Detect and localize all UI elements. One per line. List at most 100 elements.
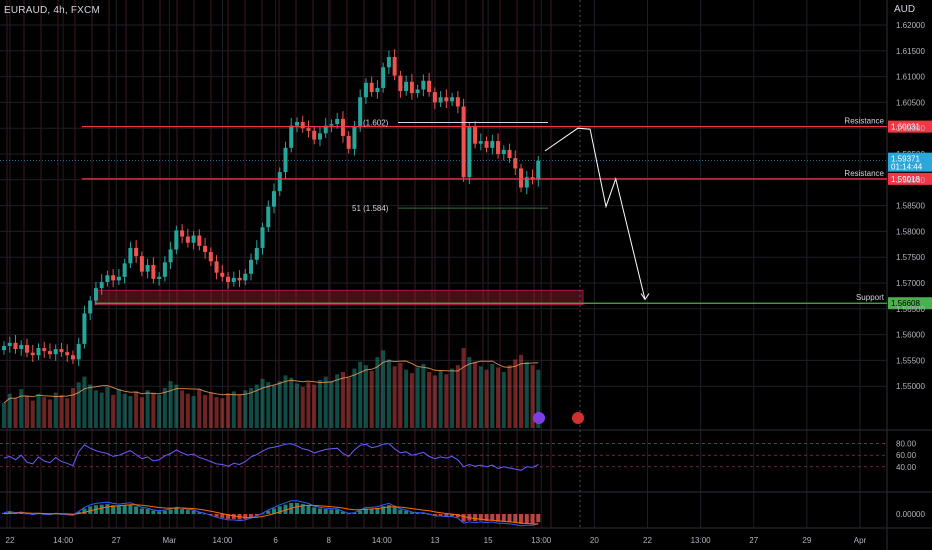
volume-bar — [36, 393, 41, 428]
macd-histogram-bar — [496, 514, 501, 522]
time-tick-label: Apr — [854, 536, 867, 545]
candle-body — [450, 97, 455, 102]
session-stripe — [414, 0, 416, 528]
volume-bar — [386, 359, 391, 428]
price-tick-label: 1.58500 — [896, 202, 925, 211]
time-tick-label: 13 — [431, 536, 440, 545]
candle-body — [312, 130, 317, 140]
session-stripe — [550, 0, 552, 528]
time-tick-label: 13:00 — [691, 536, 712, 545]
volume-bar — [260, 378, 265, 428]
volume-bar — [306, 382, 311, 428]
volume-bar — [461, 348, 466, 428]
volume-bar — [254, 384, 259, 428]
candle-body — [7, 342, 12, 346]
session-stripe — [380, 0, 382, 528]
candle-body — [231, 277, 236, 282]
volume-bar — [294, 383, 299, 428]
macd-histogram-bar — [191, 510, 196, 514]
macd-histogram-bar — [363, 508, 368, 514]
macd-histogram-bar — [478, 514, 483, 521]
time-tick-label: 8 — [327, 536, 332, 545]
volume-bar — [473, 361, 478, 428]
price-tick-label: 1.56000 — [896, 331, 925, 340]
macd-histogram-bar — [231, 514, 236, 519]
volume-bar — [484, 369, 489, 428]
volume-bar — [340, 372, 345, 428]
price-tick-label: 1.62000 — [896, 21, 925, 30]
level-price-label: 1.60031 — [891, 123, 920, 132]
macd-histogram-bar — [461, 514, 466, 522]
candle-body — [369, 82, 374, 93]
volume-bar — [467, 357, 472, 428]
countdown-label: 01:14:44 — [891, 163, 923, 172]
time-tick-label: Mar — [162, 536, 176, 545]
candle-body — [392, 56, 397, 76]
candle-body — [174, 230, 179, 250]
macd-histogram-bar — [335, 509, 340, 514]
macd-histogram-bar — [340, 511, 345, 514]
event-icon — [572, 412, 584, 424]
candle-body — [317, 133, 322, 140]
macd-histogram-bar — [168, 509, 173, 514]
macd-histogram-bar — [473, 514, 478, 522]
volume-bar — [421, 364, 426, 428]
symbol-title[interactable]: EURAUD, 4h, FXCM — [4, 5, 100, 16]
macd-histogram-bar — [157, 511, 162, 514]
candle-body — [203, 245, 208, 253]
candle-body — [444, 97, 449, 102]
volume-bar — [381, 350, 386, 428]
macd-histogram-bar — [203, 513, 208, 515]
price-tick-label: 1.58000 — [896, 227, 925, 236]
volume-bar — [375, 357, 380, 428]
candle-body — [484, 141, 489, 148]
session-stripe — [346, 0, 348, 528]
session-stripe — [533, 0, 535, 528]
price-tick-label: 1.60000 — [896, 124, 925, 133]
candle-body — [409, 81, 414, 94]
macd-histogram-bar — [323, 509, 328, 514]
high-label: (1.602) — [363, 119, 389, 128]
macd-histogram-bar — [139, 508, 144, 514]
macd-histogram-bar — [369, 508, 374, 514]
candle-body — [197, 235, 202, 246]
volume-bar — [358, 361, 363, 428]
macd-histogram-bar — [392, 507, 397, 514]
session-stripe — [397, 0, 399, 528]
volume-bar — [415, 367, 420, 428]
time-tick-label: 29 — [802, 536, 811, 545]
candle-body — [513, 158, 518, 169]
macd-histogram-bar — [415, 512, 420, 514]
volume-bar — [162, 388, 167, 428]
candle-body — [2, 345, 7, 351]
time-tick-label: 27 — [749, 536, 758, 545]
level-price-badge — [888, 297, 932, 310]
volume-bar — [335, 374, 340, 428]
candle-body — [432, 92, 437, 103]
time-tick-label: 14:00 — [372, 536, 393, 545]
macd-histogram-bar — [530, 514, 535, 524]
volume-bar — [203, 394, 208, 428]
price-tick-label: 1.57500 — [896, 253, 925, 262]
macd-histogram-bar — [88, 506, 93, 514]
volume-bar — [404, 369, 409, 428]
support-zone — [94, 289, 584, 306]
candle-body — [289, 125, 294, 148]
current-price-badge — [888, 152, 932, 172]
session-stripe — [6, 0, 8, 528]
macd-histogram-bar — [197, 512, 202, 514]
macd-histogram-bar — [329, 509, 334, 514]
volume-bar — [524, 361, 529, 428]
volume-bar — [191, 396, 196, 428]
macd-histogram-bar — [404, 510, 409, 514]
macd-histogram-bar — [306, 505, 311, 514]
candle-body — [415, 89, 420, 94]
candle-body — [473, 127, 478, 144]
candle-body — [300, 122, 305, 129]
candle-body — [93, 288, 98, 301]
volume-bar — [289, 377, 294, 428]
macd-histogram-bar — [111, 505, 116, 514]
time-tick-label: 20 — [590, 536, 599, 545]
volume-bar — [392, 366, 397, 428]
